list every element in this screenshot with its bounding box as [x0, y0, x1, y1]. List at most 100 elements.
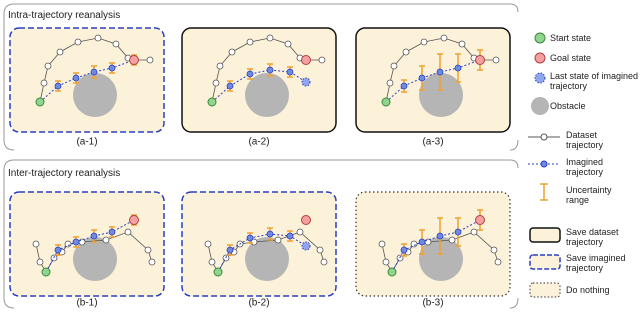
panel-label: (a-3): [422, 137, 443, 148]
panel-label: (b-2): [248, 298, 269, 309]
goal-state: [301, 215, 311, 225]
legend-dataset-dot: [540, 133, 548, 141]
imagined-state: [226, 82, 234, 90]
dataset-state: [246, 38, 254, 46]
dataset-state: [32, 240, 40, 248]
legend-last: [534, 72, 546, 84]
dataset-state: [458, 40, 466, 48]
start-state: [213, 267, 223, 277]
imagined-state: [418, 238, 426, 246]
dataset-state: [56, 48, 64, 56]
legend-save-dataset: [529, 227, 561, 243]
dataset-state: [492, 56, 500, 64]
imagined-state: [54, 82, 62, 90]
goal-state: [129, 55, 139, 65]
dataset-state: [124, 228, 132, 236]
legend-text: Goal state: [550, 53, 592, 63]
imagined-state: [400, 246, 408, 254]
imagined-trajectory: [45, 219, 135, 273]
dataset-state: [78, 238, 86, 246]
dataset-state: [382, 258, 390, 266]
legend-text: Last state of imagined trajectory: [550, 71, 639, 91]
dataset-state: [402, 48, 410, 56]
dataset-state: [74, 38, 82, 46]
legend-text: Dataset trajectory: [566, 130, 604, 150]
legend-do-nothing: [529, 282, 561, 298]
legend-text: Do nothing: [566, 285, 610, 295]
obstacle: [245, 237, 289, 281]
dataset-state: [470, 228, 478, 236]
dataset-state: [424, 238, 432, 246]
imagined-state: [454, 64, 462, 72]
panel-label: (b-1): [76, 298, 97, 309]
imagined-state: [108, 64, 116, 72]
legend-text: Start state: [550, 33, 592, 43]
dataset-state: [490, 246, 498, 254]
dataset-state: [390, 62, 398, 70]
legend-goal: [534, 52, 546, 64]
imagined-state: [72, 238, 80, 246]
panel-label: (b-3): [422, 298, 443, 309]
imagined-state: [246, 234, 254, 242]
legend-text: Imagined trajectory: [566, 157, 604, 177]
dataset-state: [102, 236, 110, 244]
dataset-state: [316, 246, 324, 254]
imagined-state: [436, 68, 444, 76]
obstacle: [73, 237, 117, 281]
dataset-state: [212, 79, 220, 87]
legend-start: [534, 32, 546, 44]
obstacle: [245, 73, 289, 117]
dataset-state: [208, 258, 216, 266]
dataset-state: [284, 40, 292, 48]
dataset-state: [266, 34, 274, 42]
imagined-state: [418, 74, 426, 82]
dataset-state: [320, 258, 328, 266]
imagined-state: [90, 68, 98, 76]
last-imagined-state: [301, 77, 311, 87]
dataset-state: [386, 79, 394, 87]
imagined-state: [286, 68, 294, 76]
imagined-state: [108, 228, 116, 236]
legend-obstacle: [531, 97, 549, 115]
legend-imagined-dot: [540, 160, 548, 168]
last-imagined-state: [301, 241, 311, 251]
imagined-trajectory: [39, 59, 135, 103]
goal-state: [475, 215, 485, 225]
section-bracket: [3, 3, 519, 151]
legend-text: Save dataset trajectory: [566, 227, 619, 247]
dataset-state: [204, 240, 212, 248]
dataset-state: [420, 38, 428, 46]
section-title: Intra-trajectory reanalysis: [8, 10, 120, 21]
imagined-trajectory: [385, 59, 481, 103]
dataset-state: [274, 236, 282, 244]
dataset-state: [296, 228, 304, 236]
imagined-state: [454, 228, 462, 236]
imagined-state: [286, 232, 294, 240]
section-title: Inter-trajectory reanalysis: [8, 168, 120, 179]
legend-text: Uncertainty range: [566, 185, 612, 205]
dataset-state: [44, 62, 52, 70]
imagined-state: [400, 82, 408, 90]
goal-state: [475, 55, 485, 65]
dataset-state: [494, 258, 502, 266]
dataset-state: [228, 48, 236, 56]
imagined-state: [246, 70, 254, 78]
imagined-state: [54, 246, 62, 254]
dataset-state: [440, 34, 448, 42]
dataset-state: [94, 34, 102, 42]
goal-state: [129, 215, 139, 225]
imagined-trajectory: [211, 69, 307, 103]
dataset-state: [148, 258, 156, 266]
imagined-state: [226, 246, 234, 254]
dataset-state: [64, 240, 72, 248]
imagined-state: [266, 66, 274, 74]
start-state: [381, 97, 391, 107]
start-state: [35, 97, 45, 107]
dataset-state: [146, 56, 154, 64]
goal-state: [301, 55, 311, 65]
imagined-state: [436, 232, 444, 240]
dataset-state: [410, 240, 418, 248]
section-bracket: [3, 159, 519, 309]
